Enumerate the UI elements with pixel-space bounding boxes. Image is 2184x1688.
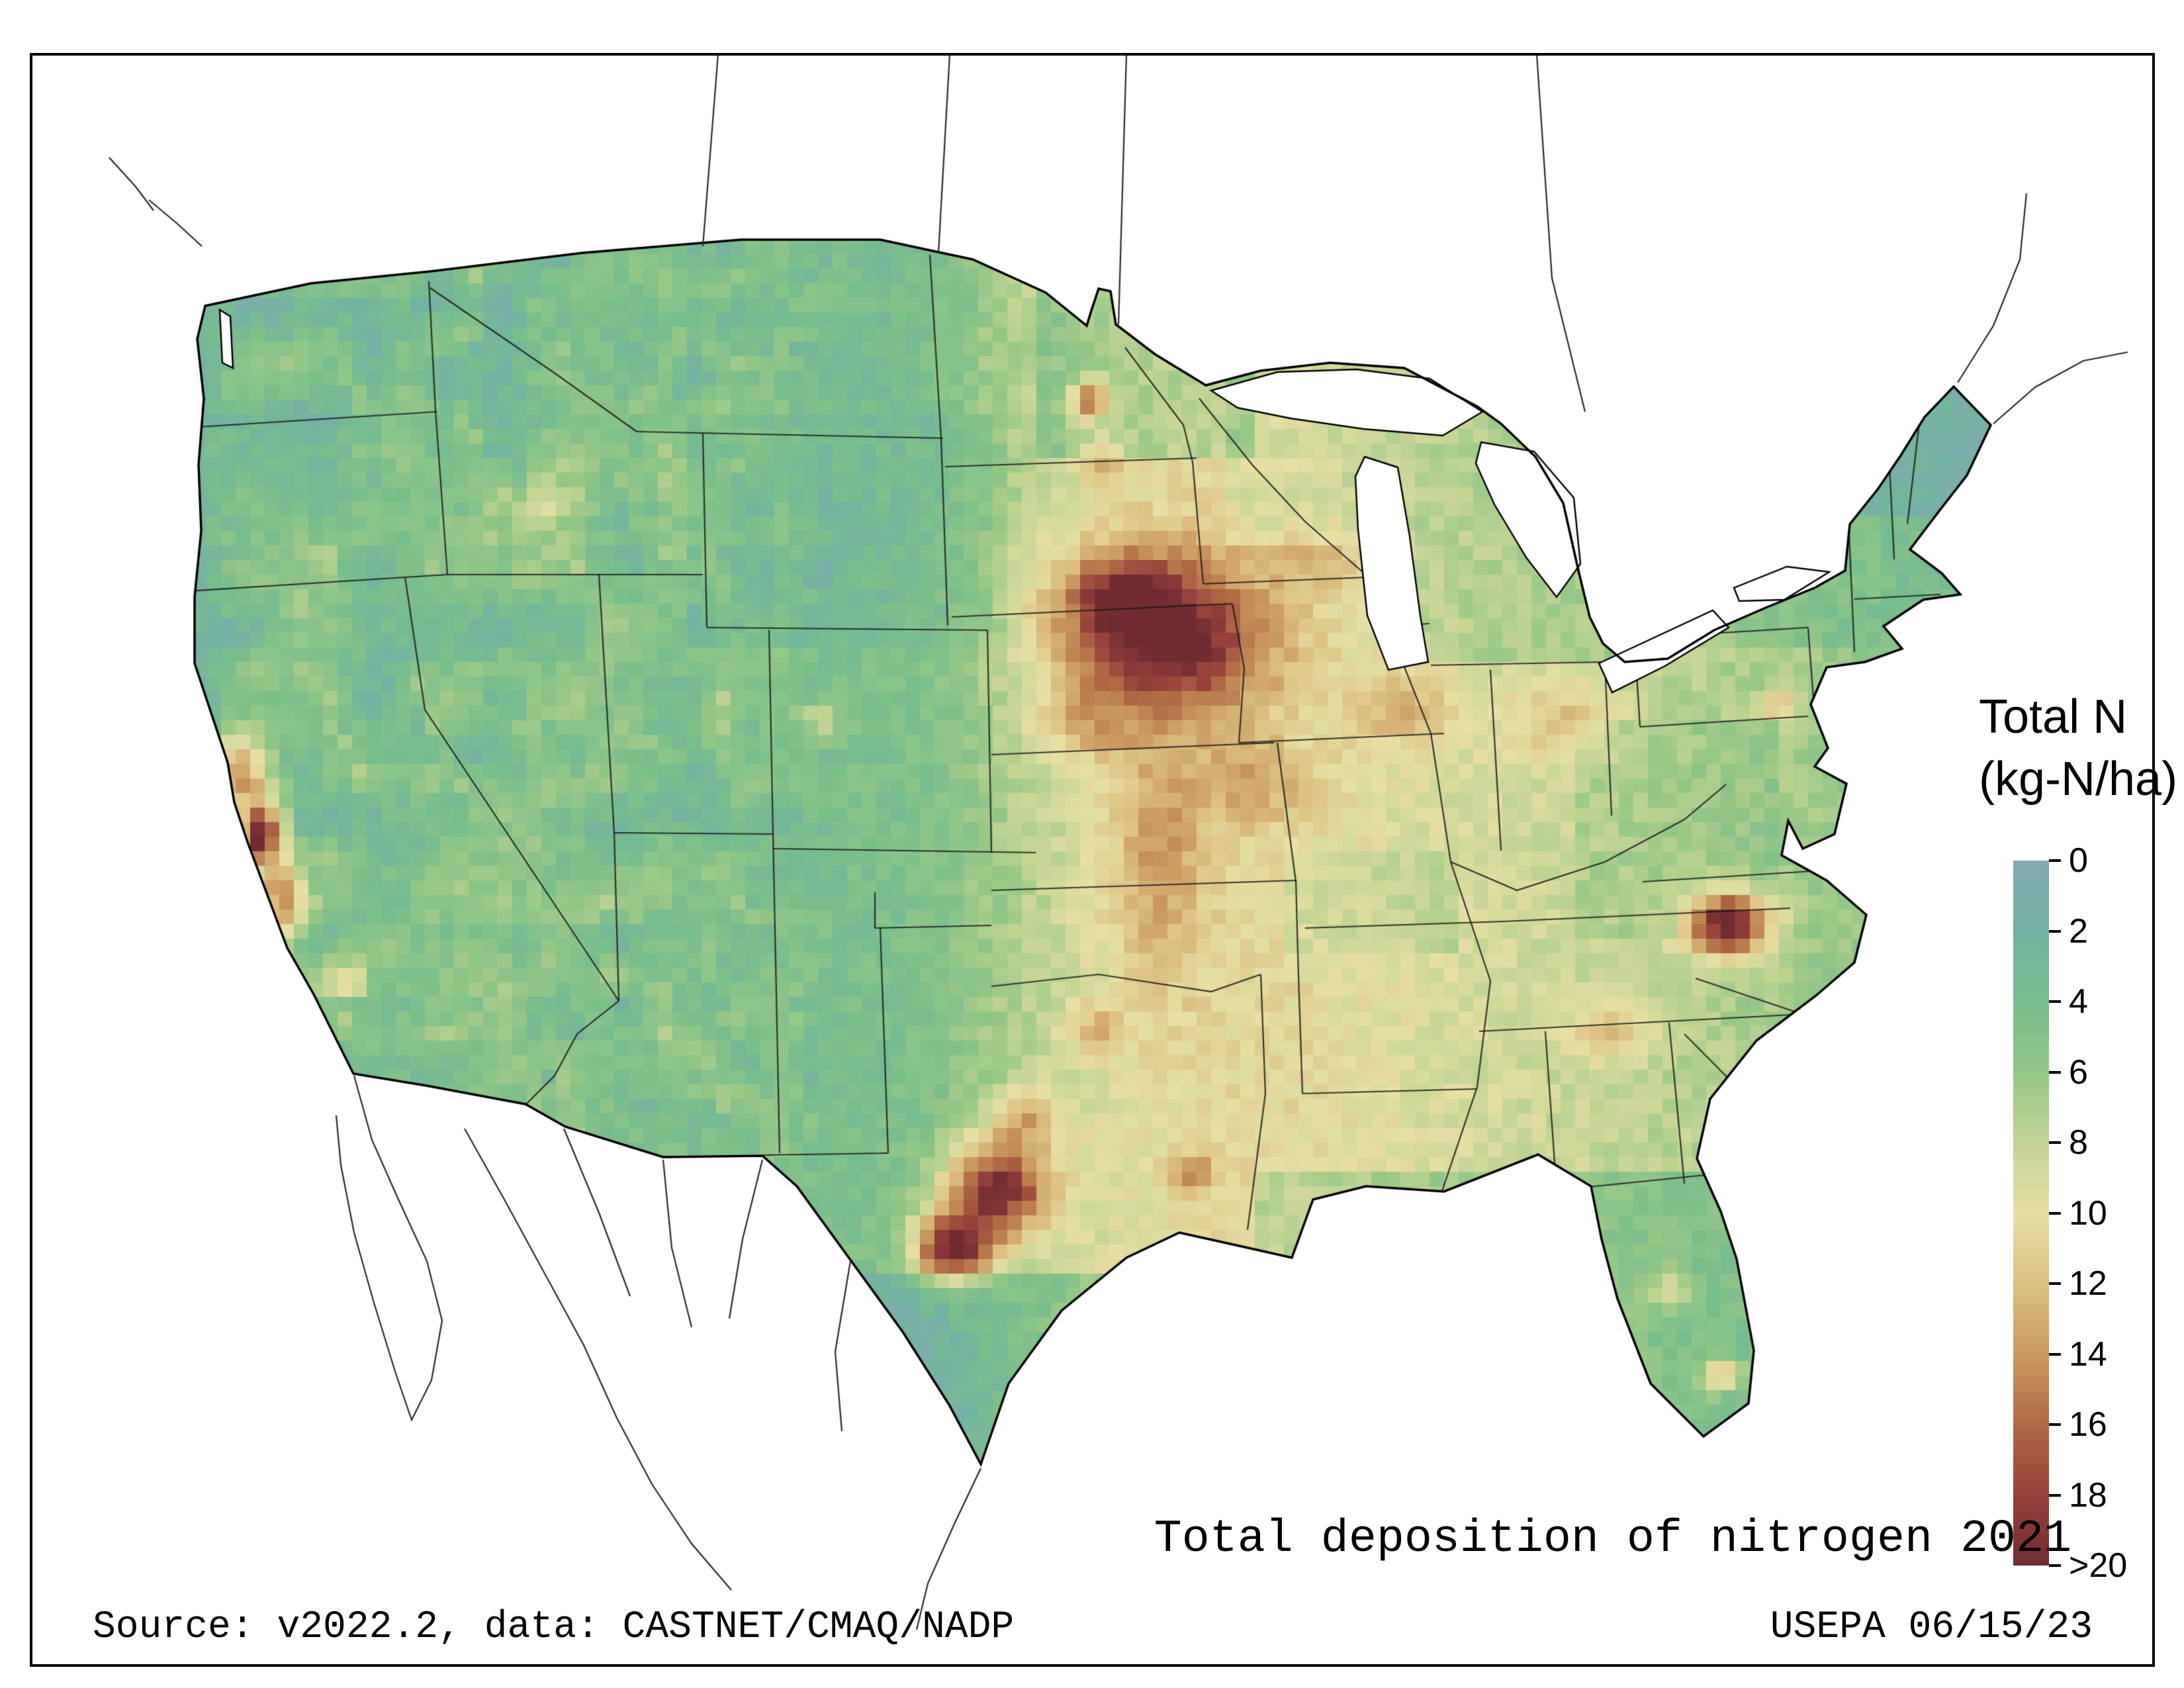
- legend-tick-mark: [2049, 1211, 2061, 1215]
- legend-tick-label: >20: [2069, 1546, 2128, 1585]
- legend-tick-mark: [2049, 1423, 2061, 1426]
- legend-tick-label: 10: [2069, 1194, 2107, 1233]
- legend-tick-label: 14: [2069, 1335, 2107, 1374]
- legend-tick-label: 8: [2069, 1123, 2088, 1162]
- map-caption: Total deposition of nitrogen 2021: [1154, 1513, 2071, 1566]
- legend-title-line1: Total N: [1979, 690, 2128, 743]
- legend-title-line2: (kg-N/ha): [1979, 753, 2178, 806]
- legend-ticks: 0 2 4 6 8 10 12 14 16 18 >20: [2049, 841, 2161, 1585]
- legend-tick-label: 18: [2069, 1476, 2107, 1515]
- legend-tick-mark: [2049, 1000, 2061, 1003]
- legend-tick-mark: [2049, 1070, 2061, 1074]
- legend-tick-mark: [2049, 1141, 2061, 1144]
- agency-date: USEPA 06/15/23: [1770, 1606, 2093, 1649]
- legend-tick-mark: [2049, 1564, 2061, 1567]
- legend-tick-mark: [2049, 1282, 2061, 1285]
- legend-tick-label: 16: [2069, 1405, 2107, 1444]
- legend-tick-label: 0: [2069, 841, 2088, 880]
- footer-row: Source: v2022.2, data: CASTNET/CMAQ/NADP…: [93, 1605, 2093, 1651]
- legend-tick-label: 12: [2069, 1264, 2107, 1303]
- legend-title: Total N (kg-N/ha): [1979, 686, 2177, 810]
- legend-tick-mark: [2049, 929, 2061, 933]
- legend-tick-label: 6: [2069, 1053, 2088, 1092]
- legend-tick-mark: [2049, 1352, 2061, 1356]
- legend-tick-label: 4: [2069, 982, 2088, 1021]
- legend-tick-mark: [2049, 1493, 2061, 1497]
- legend-tick-mark: [2049, 859, 2061, 862]
- legend-tick-label: 2: [2069, 912, 2088, 951]
- legend-colorbar: [2013, 861, 2049, 1566]
- source-note: Source: v2022.2, data: CASTNET/CMAQ/NADP: [93, 1606, 1015, 1649]
